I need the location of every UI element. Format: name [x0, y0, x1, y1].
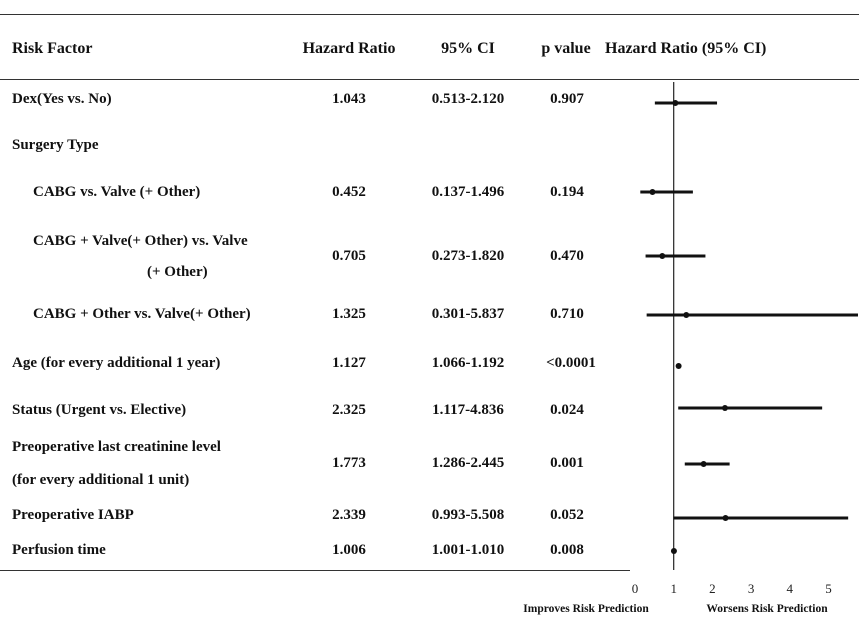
point-estimate — [649, 189, 656, 195]
x-tick-label: 1 — [670, 581, 677, 596]
row-label: Surgery Type — [12, 137, 99, 153]
row-hr: 1.127 — [332, 355, 366, 371]
point-estimate — [659, 253, 666, 259]
row-p: 0.470 — [550, 248, 584, 264]
row-hr: 1.006 — [332, 542, 366, 558]
row-ci: 1.001-1.010 — [431, 542, 505, 558]
header-rule — [0, 79, 859, 80]
row-hr: 0.452 — [332, 184, 366, 200]
row-p: 0.052 — [550, 507, 584, 523]
x-tick-label: 4 — [787, 581, 794, 596]
row-label: CABG vs. Valve (+ Other) — [33, 184, 201, 200]
row-ci: 0.137-1.496 — [431, 184, 505, 200]
row-label-line2: (+ Other) — [147, 264, 208, 280]
row-hr: 2.325 — [332, 402, 366, 418]
x-tick-label: 0 — [632, 581, 639, 596]
header-ci: 95% CI — [441, 40, 495, 57]
header-risk-factor: Risk Factor — [12, 40, 93, 57]
row-ci: 0.273-1.820 — [431, 248, 505, 264]
row-label: Age (for every additional 1 year) — [12, 355, 221, 371]
row-p: 0.194 — [550, 184, 584, 200]
header-p-value: p value — [541, 40, 591, 57]
row-ci: 1.286-2.445 — [431, 455, 505, 471]
point-estimate — [722, 515, 729, 521]
point-estimate — [721, 405, 728, 411]
row-hr: 1.043 — [332, 91, 366, 107]
row-p: 0.907 — [550, 91, 584, 107]
point-estimate — [683, 312, 690, 318]
x-tick-label: 2 — [709, 581, 716, 596]
row-label-line2: (for every additional 1 unit) — [12, 472, 190, 488]
row-label: CABG + Valve(+ Other) vs. Valve — [33, 233, 248, 249]
top-rule — [0, 14, 859, 15]
row-label: Preoperative last creatinine level — [12, 439, 221, 455]
point-estimate — [700, 461, 707, 467]
row-ci: 1.066-1.192 — [431, 355, 505, 371]
row-hr: 1.325 — [332, 306, 366, 322]
row-hr: 2.339 — [332, 507, 366, 523]
worsens-label: Worsens Risk Prediction — [706, 603, 828, 615]
x-tick-label: 3 — [748, 581, 755, 596]
row-p: 0.024 — [550, 402, 584, 418]
row-ci: 0.993-5.508 — [431, 507, 505, 523]
row-ci: 0.301-5.837 — [431, 306, 505, 322]
row-p: 0.001 — [550, 455, 584, 471]
row-label: Status (Urgent vs. Elective) — [12, 402, 187, 418]
point-estimate — [670, 548, 677, 554]
row-p: 0.710 — [550, 306, 584, 322]
row-label: CABG + Other vs. Valve(+ Other) — [33, 306, 251, 322]
bottom-rule — [0, 570, 630, 571]
improves-label: Improves Risk Prediction — [523, 603, 649, 615]
row-ci: 1.117-4.836 — [432, 402, 504, 418]
row-label: Perfusion time — [12, 542, 106, 558]
point-estimate — [672, 100, 679, 106]
x-tick-label: 5 — [825, 581, 832, 596]
row-hr: 0.705 — [332, 248, 366, 264]
row-p: <0.0001 — [546, 355, 596, 371]
row-label: Dex(Yes vs. No) — [12, 91, 112, 107]
header-plot: Hazard Ratio (95% CI) — [605, 40, 767, 57]
header-hazard-ratio: Hazard Ratio — [302, 40, 396, 57]
row-hr: 1.773 — [332, 455, 366, 471]
row-ci: 0.513-2.120 — [431, 91, 505, 107]
row-p: 0.008 — [550, 542, 584, 558]
point-estimate — [675, 363, 682, 369]
row-label: Preoperative IABP — [12, 507, 134, 523]
